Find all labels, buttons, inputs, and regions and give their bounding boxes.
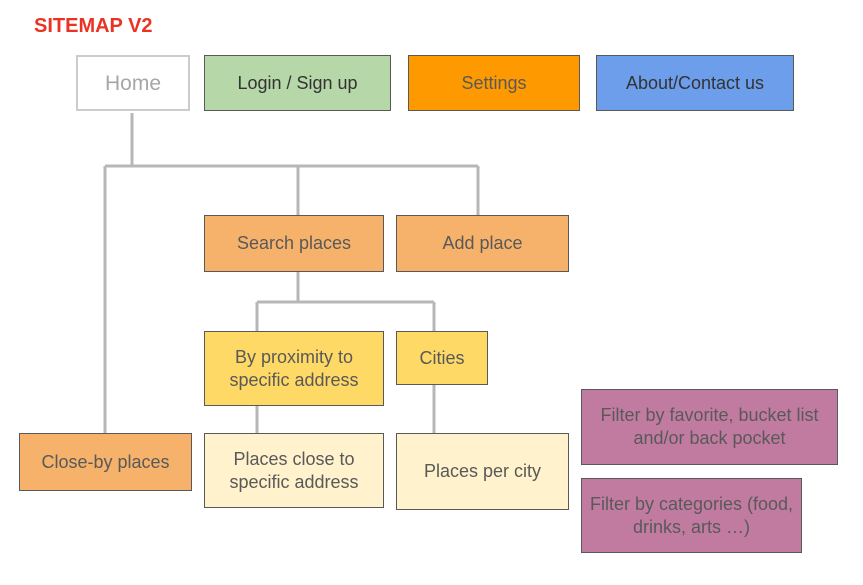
node-about-contact[interactable]: About/Contact us <box>596 55 794 111</box>
node-home[interactable]: Home <box>76 55 190 111</box>
node-close-by-places[interactable]: Close-by places <box>19 433 192 491</box>
node-by-proximity[interactable]: By proximity to specific address <box>204 331 384 406</box>
node-cities[interactable]: Cities <box>396 331 488 385</box>
node-places-per-city[interactable]: Places per city <box>396 433 569 510</box>
node-login-sign-up[interactable]: Login / Sign up <box>204 55 391 111</box>
node-filter-categories[interactable]: Filter by categories (food, drinks, arts… <box>581 478 802 553</box>
node-add-place[interactable]: Add place <box>396 215 569 272</box>
node-places-close-to-address[interactable]: Places close to specific address <box>204 433 384 508</box>
node-search-places[interactable]: Search places <box>204 215 384 272</box>
page-title: SITEMAP V2 <box>34 15 153 37</box>
node-settings[interactable]: Settings <box>408 55 580 111</box>
node-filter-favorite[interactable]: Filter by favorite, bucket list and/or b… <box>581 389 838 465</box>
